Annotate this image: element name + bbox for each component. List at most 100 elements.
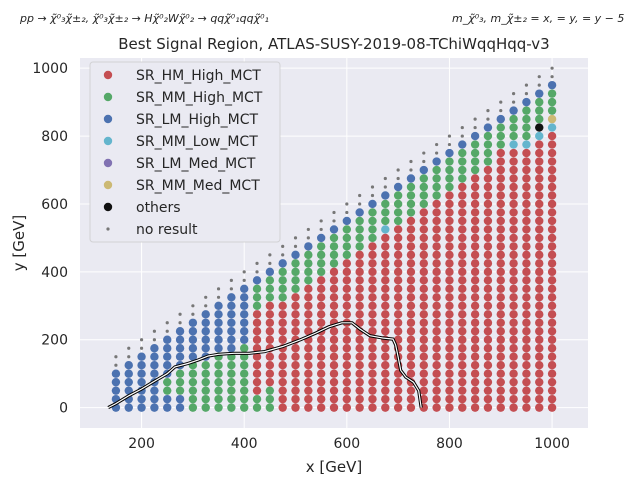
sr-mm-high-mct-point [201,394,210,404]
sr-hm-high-mct-point [291,318,300,327]
sr-lm-high-mct-point [240,310,249,319]
sr-hm-high-mct-point [342,394,352,404]
sr-hm-high-mct-point [535,216,544,226]
sr-mm-high-mct-point [240,361,249,370]
sr-lm-high-mct-point [188,318,198,327]
sr-hm-high-mct-point [278,352,287,361]
sr-hm-high-mct-point [393,250,403,260]
sr-hm-high-mct-point [342,284,352,294]
sr-hm-high-mct-point [329,301,339,310]
sr-hm-high-mct-point [547,208,557,217]
sr-mm-high-mct-point [342,233,352,243]
no-result-point [114,355,118,359]
sr-hm-high-mct-point [316,386,326,395]
sr-lm-high-mct-point [137,369,146,378]
sr-hm-high-mct-point [368,301,377,310]
sr-hm-high-mct-point [342,327,352,336]
sr-lm-high-mct-point [175,344,185,353]
sr-hm-high-mct-point [445,403,454,412]
sr-hm-high-mct-point [342,259,352,268]
sr-hm-high-mct-point [496,250,505,260]
sr-hm-high-mct-point [252,310,262,319]
sr-hm-high-mct-point [535,394,544,404]
sr-hm-high-mct-point [470,199,480,209]
sr-mm-high-mct-point [547,106,557,115]
sr-hm-high-mct-point [445,318,454,327]
sr-mm-high-mct-point [188,394,198,404]
legend-label-sr-mm-high-mct: SR_MM_High_MCT [136,90,263,106]
legend-label-sr-lm-med-mct: SR_LM_Med_MCT [136,156,256,172]
sr-hm-high-mct-point [470,335,480,344]
sr-mm-high-mct-point [175,386,185,395]
sr-hm-high-mct-point [252,369,262,378]
sr-mm-high-mct-point [342,225,352,234]
sr-hm-high-mct-point [393,335,403,344]
sr-hm-high-mct-point [304,361,313,370]
sr-hm-high-mct-point [509,242,518,251]
no-result-point [422,159,426,164]
sr-mm-high-mct-point [535,97,544,107]
sr-hm-high-mct-point [522,293,531,302]
sr-hm-high-mct-point [509,199,518,209]
sr-hm-high-mct-point [496,361,505,370]
sr-lm-high-mct-point [547,80,557,90]
no-result-point [268,261,272,265]
sr-mm-high-mct-point [445,182,454,192]
sr-lm-high-mct-point [214,327,223,336]
sr-mm-high-mct-point [316,267,326,277]
legend-label-sr-lm-high-mct: SR_LM_High_MCT [136,112,259,128]
sr-lm-high-mct-point [124,369,133,378]
sr-hm-high-mct-point [381,301,390,310]
sr-mm-med-mct-point [547,114,557,124]
no-result-point [178,321,182,325]
sr-lm-high-mct-point [214,318,223,327]
sr-mm-high-mct-point [252,293,262,302]
sr-hm-high-mct-point [406,242,416,251]
sr-hm-high-mct-point [496,377,505,387]
sr-hm-high-mct-point [304,301,313,310]
sr-mm-high-mct-point [240,386,249,395]
sr-hm-high-mct-point [547,131,557,141]
sr-hm-high-mct-point [458,361,467,370]
sr-mm-high-mct-point [227,377,236,387]
sr-hm-high-mct-point [406,284,416,294]
sr-hm-high-mct-point [547,225,557,234]
sr-hm-high-mct-point [406,394,416,404]
no-result-point [537,83,541,87]
sr-hm-high-mct-point [406,267,416,277]
sr-hm-high-mct-point [509,165,518,175]
no-result-point [486,117,490,121]
sr-hm-high-mct-point [496,199,505,209]
sr-hm-high-mct-point [381,394,390,404]
sr-hm-high-mct-point [483,276,493,285]
sr-hm-high-mct-point [278,386,287,395]
sr-lm-high-mct-point [291,250,300,260]
sr-lm-high-mct-point [175,394,185,404]
sr-hm-high-mct-point [535,293,544,302]
sr-mm-high-mct-point [278,293,287,302]
sr-hm-high-mct-point [278,403,287,412]
sr-hm-high-mct-point [547,233,557,243]
sr-hm-high-mct-point [381,386,390,395]
sr-hm-high-mct-point [406,259,416,268]
sr-hm-high-mct-point [278,327,287,336]
no-result-point [486,109,490,113]
sr-mm-high-mct-point [188,403,198,412]
sr-mm-high-mct-point [329,250,339,260]
sr-hm-high-mct-point [355,318,364,327]
sr-lm-high-mct-point [175,403,185,412]
sr-lm-high-mct-point [111,377,121,387]
sr-hm-high-mct-point [470,250,480,260]
sr-mm-low-mct-point [509,140,518,149]
sr-mm-high-mct-point [509,123,518,132]
sr-hm-high-mct-point [535,301,544,310]
sr-hm-high-mct-point [483,327,493,336]
no-result-point [152,338,157,342]
sr-hm-high-mct-point [406,403,416,412]
sr-hm-high-mct-point [445,361,454,370]
sr-hm-high-mct-point [470,191,480,200]
legend-marker-sr-lm-high-mct [103,114,113,124]
sr-hm-high-mct-point [522,361,531,370]
sr-hm-high-mct-point [547,377,557,387]
sr-hm-high-mct-point [432,403,441,412]
